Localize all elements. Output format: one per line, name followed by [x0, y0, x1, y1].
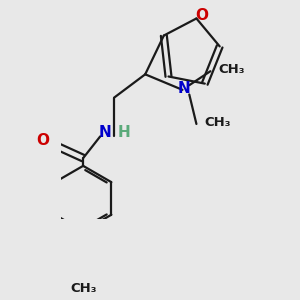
Text: O: O: [196, 8, 208, 23]
Text: H: H: [118, 125, 130, 140]
Text: CH₃: CH₃: [70, 282, 96, 295]
Text: O: O: [36, 133, 49, 148]
Text: N: N: [99, 125, 112, 140]
Text: CH₃: CH₃: [218, 63, 244, 76]
Text: CH₃: CH₃: [204, 116, 231, 129]
Text: N: N: [178, 81, 190, 96]
